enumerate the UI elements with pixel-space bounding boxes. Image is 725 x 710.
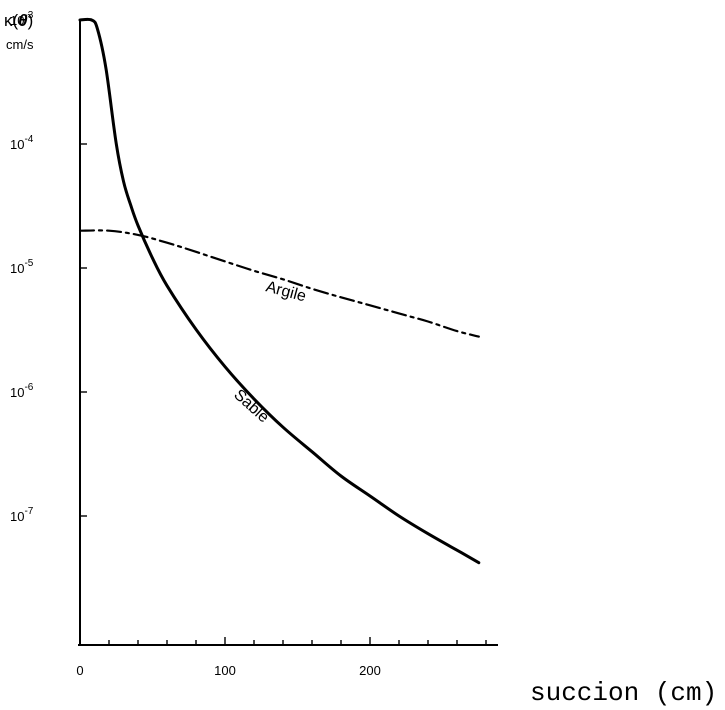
y-tick-label: 10-3	[10, 10, 34, 28]
y-tick-label: 10-5	[10, 258, 34, 276]
x-axis-label: succion (cm)	[530, 678, 717, 708]
series-label-argile: Argile	[264, 278, 308, 305]
series-lines	[78, 17, 481, 565]
y-axis-unit: cm/s	[6, 37, 34, 52]
y-axis-close: )	[28, 11, 34, 30]
ticks: 0 100 200 10-3 10-4 10-5 10-6 10-7	[10, 10, 487, 678]
series-line-argile	[78, 229, 480, 338]
y-tick-label: 10-4	[10, 134, 34, 152]
x-tick-label: 200	[359, 663, 381, 678]
y-tick-label: 10-7	[10, 506, 34, 524]
series-label-sable: Sable	[230, 386, 272, 426]
y-tick-label: 10-6	[10, 382, 34, 400]
y-axis-label: κ(θ)	[4, 11, 33, 30]
x-tick-label: 100	[214, 663, 236, 678]
y-axis-theta: θ	[18, 11, 28, 30]
series-line-sable	[78, 17, 481, 565]
axes	[78, 20, 498, 646]
x-tick-label: 0	[76, 663, 83, 678]
y-axis-symbol: κ(	[4, 11, 19, 30]
